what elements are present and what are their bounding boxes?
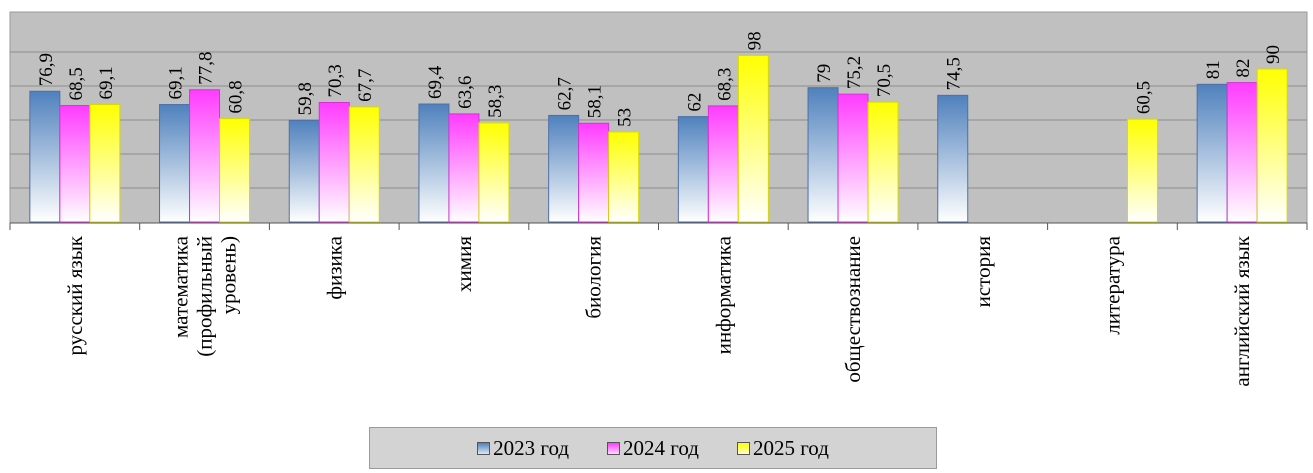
- legend-swatch-2025: [736, 441, 750, 455]
- bar-2025-год-1: [219, 118, 251, 223]
- data-label: 60,8: [226, 80, 247, 113]
- data-label: 77,8: [196, 51, 217, 84]
- bar-2024-год-0: [59, 105, 91, 223]
- data-label: 74,5: [944, 57, 965, 90]
- data-label: 63,6: [455, 76, 476, 109]
- data-label: 79: [814, 64, 835, 83]
- bar-2023-год-6: [807, 87, 839, 223]
- data-label: 69,1: [166, 66, 187, 99]
- category-labels: русский язык математика(профильныйуровень…: [63, 235, 1254, 386]
- bar-2024-год-9: [1226, 82, 1258, 223]
- bar-2025-год-3: [478, 122, 510, 223]
- data-label: 68,5: [66, 67, 87, 100]
- data-label: 75,2: [844, 56, 865, 89]
- category-label-line: история: [971, 236, 995, 308]
- bar-2025-год-5: [737, 54, 769, 223]
- bar-2023-год-3: [418, 103, 450, 223]
- data-label: 62,7: [555, 77, 576, 110]
- legend-swatch-2023: [477, 441, 491, 455]
- legend-swatch-2024: [607, 441, 621, 455]
- category-label-line: информатика: [711, 235, 735, 354]
- category-label-line: русский язык: [63, 235, 87, 355]
- category-label: литература: [1100, 235, 1124, 334]
- data-labels: 76,9 69,1 59,8 69,4 62,7 62 79 74,5 81 68,5 77,8 70…: [36, 31, 1284, 127]
- category-label-line: английский язык: [1230, 235, 1254, 386]
- category-label: обществознание: [841, 236, 865, 383]
- bar-2024-год-3: [448, 113, 480, 223]
- bar-2025-год-0: [89, 104, 121, 223]
- bar-2024-год-1: [189, 89, 221, 223]
- data-label: 69,4: [425, 65, 446, 99]
- category-label-line: литература: [1100, 235, 1124, 334]
- data-label: 90: [1263, 45, 1284, 64]
- category-label: биология: [582, 236, 606, 319]
- data-label: 62: [684, 93, 705, 112]
- bar-2025-год-8: [1126, 118, 1158, 223]
- data-label: 82: [1233, 59, 1254, 78]
- bar-2024-год-6: [837, 93, 869, 223]
- bar-2023-год-9: [1196, 83, 1228, 223]
- category-label-line: биология: [582, 236, 606, 319]
- category-label: русский язык: [63, 235, 87, 355]
- category-label: физика: [322, 235, 346, 299]
- data-label: 53: [615, 108, 636, 127]
- bar-2025-год-2: [348, 106, 380, 223]
- category-label-line: математика: [169, 235, 193, 338]
- legend-label-2025: 2025 год: [752, 435, 829, 460]
- legend-item-2023: 2023 год: [477, 436, 569, 461]
- x-axis: [9, 222, 1308, 230]
- category-label: информатика: [711, 235, 735, 354]
- data-label: 58,1: [585, 85, 606, 118]
- data-label: 59,8: [295, 82, 316, 115]
- bar-2023-год-1: [159, 104, 191, 223]
- data-label: 98: [744, 31, 765, 50]
- bar-2023-год-2: [288, 119, 320, 223]
- bar-2023-год-7: [937, 94, 969, 223]
- legend-item-2025: 2025 год: [736, 435, 829, 461]
- bar-2024-год-5: [707, 105, 739, 223]
- category-label: математика(профильныйуровень): [169, 235, 241, 356]
- category-label: английский язык: [1230, 235, 1254, 386]
- category-label: история: [971, 236, 995, 308]
- data-label: 67,7: [355, 69, 376, 102]
- legend-label-2023: 2023 год: [493, 435, 570, 460]
- data-label: 81: [1203, 60, 1224, 79]
- category-label-line: уровень): [217, 236, 241, 314]
- bars: [29, 54, 1288, 223]
- legend-item-2024: 2024 год: [607, 436, 699, 461]
- data-label: 58,3: [485, 85, 506, 118]
- data-label: 76,9: [36, 53, 57, 86]
- bar-2023-год-4: [548, 114, 580, 223]
- data-label: 70,3: [325, 64, 346, 97]
- category-label-line: (профильный: [193, 236, 217, 357]
- category-label-line: обществознание: [841, 236, 865, 383]
- legend-label-2024: 2024 год: [623, 435, 699, 460]
- data-label: 70,5: [874, 64, 895, 97]
- bar-2023-год-0: [29, 90, 61, 223]
- data-label: 68,3: [714, 68, 735, 101]
- data-label: 60,5: [1133, 81, 1154, 114]
- legend: 2023 год 2024 год 2025 год: [369, 427, 937, 469]
- bar-2024-год-2: [318, 101, 350, 223]
- bar-2025-год-9: [1256, 68, 1288, 223]
- data-label: 69,1: [96, 66, 117, 99]
- category-label-line: физика: [322, 235, 346, 299]
- category-label-line: химия: [452, 236, 476, 292]
- bar-2023-год-5: [677, 116, 709, 223]
- category-label: химия: [452, 236, 476, 292]
- bar-2025-год-4: [608, 131, 640, 223]
- bar-2025-год-6: [867, 101, 899, 223]
- bar-2024-год-4: [578, 122, 610, 223]
